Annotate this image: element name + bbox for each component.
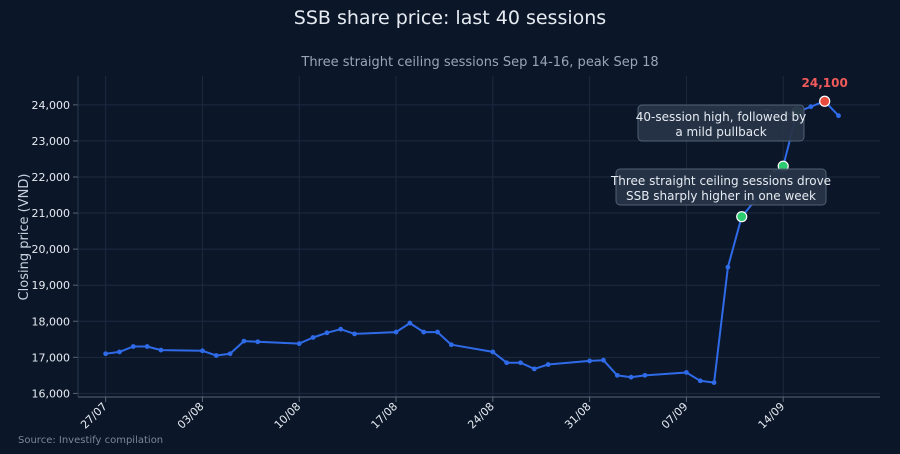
price-point — [518, 360, 523, 366]
price-point — [200, 348, 205, 354]
y-tick-label: 16,000 — [32, 387, 71, 400]
price-point — [310, 335, 316, 340]
price-point — [614, 372, 620, 378]
price-point — [808, 104, 814, 110]
annotation-peak-text: a mild pullback — [675, 125, 766, 139]
price-point — [130, 344, 136, 349]
price-point — [628, 374, 634, 380]
y-tick-label: 24,000 — [32, 99, 71, 112]
y-tick-label: 20,000 — [32, 243, 71, 256]
price-point — [490, 349, 496, 355]
annotation-ceiling-text: SSB sharply higher in one week — [626, 189, 816, 203]
price-point — [448, 342, 454, 348]
price-point — [435, 329, 440, 335]
price-point — [338, 326, 344, 332]
price-point — [324, 330, 330, 336]
price-point — [103, 351, 109, 357]
price-point — [255, 339, 261, 345]
y-tick-label: 21,000 — [32, 207, 71, 220]
annotation-ceiling-box — [615, 168, 827, 206]
price-point — [407, 320, 413, 326]
price-point — [642, 372, 648, 378]
highlight-point — [736, 211, 748, 223]
gridlines — [78, 76, 880, 397]
chart-title: SSB share price: last 40 sessions — [294, 7, 606, 29]
price-point — [144, 344, 150, 349]
y-axis: 16,000 17,000 18,000 19,000 20,000 21,000 22,0… — [32, 76, 79, 400]
price-point — [697, 378, 703, 384]
price-point — [158, 347, 164, 353]
price-point — [241, 338, 247, 344]
price-point — [725, 264, 731, 270]
price-point — [684, 370, 689, 375]
y-axis-label: Closing price (VND) — [17, 174, 32, 301]
annotation-peak-text: 40-session high, followed by — [636, 110, 807, 124]
y-tick-label: 22,000 — [32, 171, 71, 184]
price-point — [545, 362, 551, 367]
y-tick-label: 18,000 — [32, 315, 71, 328]
y-tick-label: 23,000 — [32, 135, 71, 148]
price-point — [836, 113, 841, 119]
price-point — [587, 358, 593, 364]
annotation-peak: 40-session high, followed bya mild pullb… — [636, 104, 807, 142]
price-point — [296, 341, 302, 347]
price-line — [105, 100, 840, 384]
price-point — [711, 380, 717, 385]
annotation-ceiling-text: Three straight ceiling sessions drove — [610, 174, 831, 188]
series-layer — [103, 95, 841, 385]
price-point — [117, 349, 122, 355]
source-note: Source: Investify compilation — [18, 435, 163, 446]
price-point — [421, 329, 427, 335]
price-point — [213, 353, 219, 358]
price-point — [352, 331, 357, 337]
price-point — [393, 329, 399, 335]
price-point — [504, 360, 510, 366]
y-tick-label: 19,000 — [32, 279, 71, 292]
chart-subtitle: Three straight ceiling sessions Sep 14-1… — [300, 55, 658, 70]
annotation-ceiling: Three straight ceiling sessions droveSSB… — [610, 168, 831, 206]
annotation-peak-box — [637, 104, 805, 142]
price-point — [601, 357, 606, 363]
price-point — [531, 366, 537, 372]
peak-value-label: 24,100 — [802, 76, 848, 90]
price-point — [227, 351, 233, 357]
annotations: 40-session high, followed bya mild pullb… — [610, 76, 848, 206]
y-tick-label: 17,000 — [32, 351, 71, 364]
highlight-point — [819, 95, 831, 107]
